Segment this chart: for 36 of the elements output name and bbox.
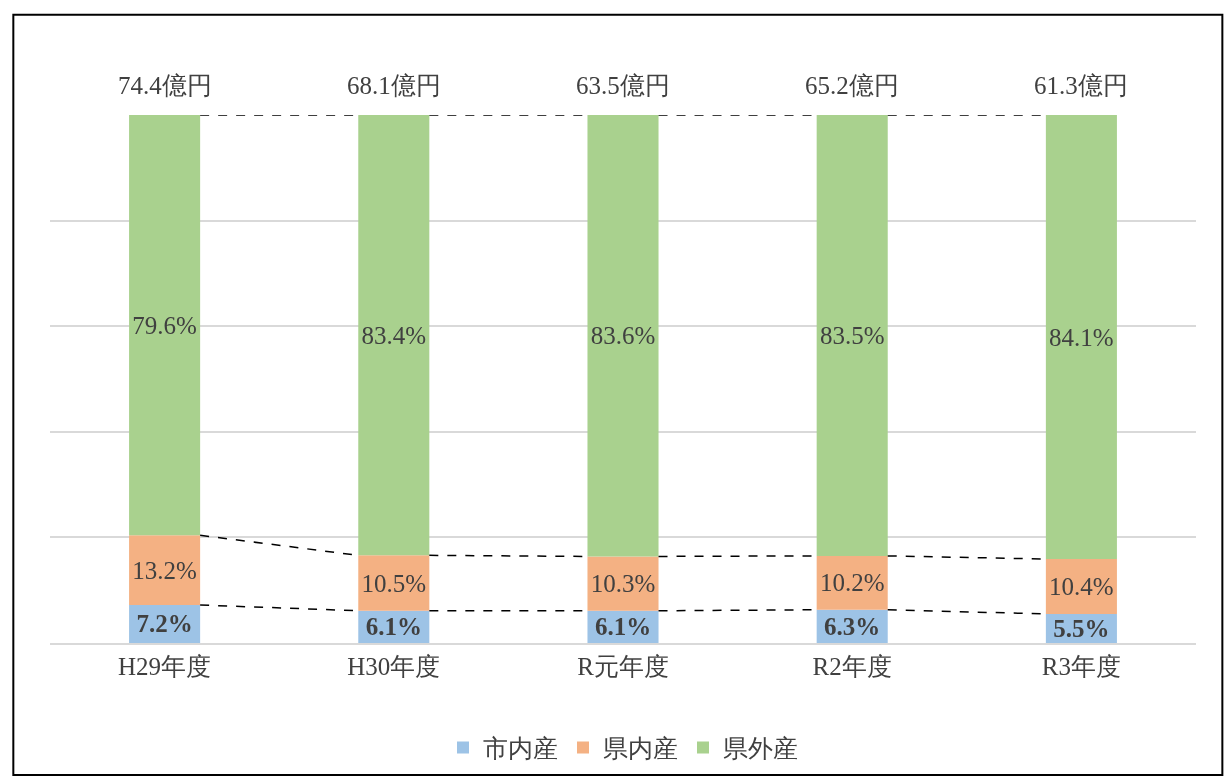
- bar: [358, 555, 430, 611]
- data-label: 10.3%: [590, 570, 656, 598]
- x-tick-label: R元年度: [577, 652, 669, 680]
- data-label: 10.5%: [361, 569, 427, 597]
- legend-label: 県内産: [603, 735, 678, 763]
- data-label: 79.6%: [132, 311, 197, 339]
- bar: [129, 115, 201, 536]
- legend-label: 市内産: [483, 735, 558, 763]
- bar: [816, 115, 888, 556]
- legend-label: 県外産: [723, 735, 798, 763]
- x-tick-label: R3年度: [1041, 652, 1121, 680]
- bar: [587, 115, 659, 557]
- x-tick-label: H30年度: [347, 652, 441, 680]
- x-tick-label: R2年度: [812, 652, 892, 680]
- data-label: 83.6%: [590, 322, 656, 350]
- data-label: 10.4%: [1049, 573, 1114, 601]
- bar: [129, 535, 201, 605]
- data-label: 6.1%: [594, 613, 652, 641]
- data-label: 5.5%: [1053, 614, 1110, 642]
- annotation: 63.5億円: [576, 72, 670, 99]
- data-label: 83.5%: [819, 321, 885, 349]
- bar: [1045, 115, 1117, 560]
- data-label: 10.2%: [819, 569, 885, 597]
- annotation: 74.4億円: [118, 72, 212, 99]
- data-label: 7.2%: [136, 610, 193, 638]
- data-label: 13.2%: [132, 556, 197, 584]
- data-label: 6.3%: [824, 612, 881, 640]
- data-label: 84.1%: [1049, 323, 1114, 351]
- annotation: 65.2億円: [805, 72, 899, 99]
- x-tick-label: H29年度: [118, 652, 212, 680]
- bar: [587, 556, 659, 611]
- annotation: 68.1億円: [347, 72, 441, 99]
- data-label: 6.1%: [365, 613, 422, 641]
- data-label: 83.4%: [361, 321, 427, 349]
- annotation: 61.3億円: [1034, 72, 1128, 99]
- bar: [358, 115, 430, 556]
